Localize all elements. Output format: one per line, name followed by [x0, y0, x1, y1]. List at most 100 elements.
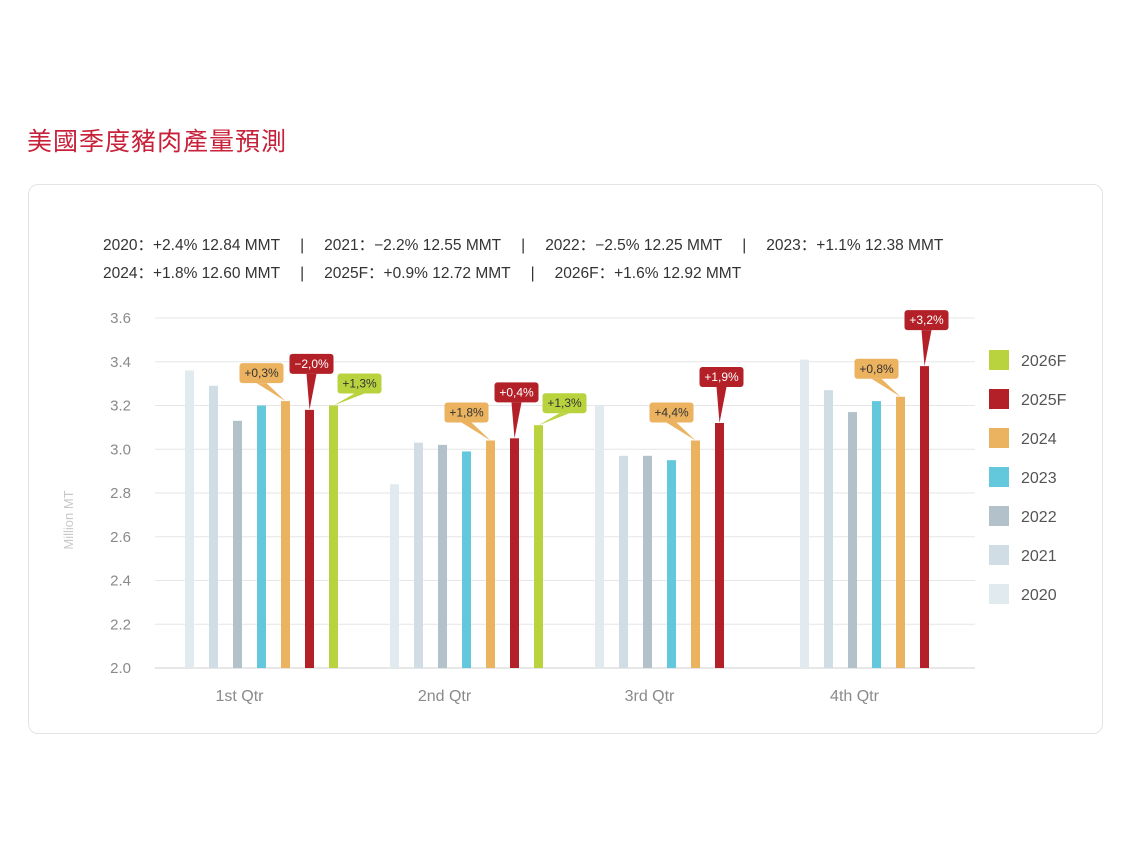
summary-stats: 2020：+2.4% 12.84 MMT | 2021：−2.2% 12.55 MM…	[103, 232, 943, 288]
x-tick-label: 1st Qtr	[215, 688, 264, 705]
bar-2026f-q2	[534, 425, 543, 668]
legend-swatch-2025f	[989, 389, 1009, 409]
y-tick-label: 3.0	[110, 441, 131, 458]
summary-item-2026f: 2026F：+1.6% 12.92 MMT	[554, 265, 742, 282]
callout-pointer	[538, 413, 570, 426]
data-label: −2,0%	[294, 357, 329, 371]
legend-label: 2021	[1021, 548, 1057, 565]
x-tick-label: 3rd Qtr	[625, 688, 675, 705]
bar-2024-q2	[486, 440, 495, 668]
bar-2025f-q1	[305, 409, 314, 668]
bar-2024-q1	[281, 401, 290, 668]
y-tick-label: 2.6	[110, 529, 131, 546]
y-tick-label: 2.2	[110, 616, 131, 633]
callout-box	[444, 402, 489, 423]
y-tick-label: 2.4	[110, 573, 131, 590]
summary-row-1: 2020：+2.4% 12.84 MMT | 2021：−2.2% 12.55 MM…	[103, 232, 943, 260]
legend-swatch-2023	[989, 467, 1009, 487]
callout-box	[542, 393, 587, 414]
y-tick-label: 2.8	[110, 485, 131, 502]
callout-pointer	[256, 383, 286, 402]
callout-box	[239, 363, 284, 384]
callout-pointer	[666, 422, 696, 441]
bar-2023-q2	[462, 451, 471, 668]
bar-2021-q2	[414, 442, 423, 668]
data-label: +1,9%	[704, 370, 739, 384]
x-tick-label: 2nd Qtr	[418, 688, 472, 705]
y-tick-label: 2.0	[110, 660, 131, 677]
data-label: +0,8%	[859, 362, 894, 376]
summary-row-2: 2024：+1.8% 12.60 MMT | 2025F：+0.9% 12.72 M…	[103, 260, 943, 288]
data-label: +1,8%	[449, 406, 484, 420]
bar-2025f-q2	[510, 438, 519, 668]
bar-2021-q4	[824, 390, 833, 668]
bar-2022-q2	[438, 444, 447, 668]
data-label: +1,3%	[547, 396, 582, 410]
callout-pointer	[871, 378, 901, 397]
bar-2022-q1	[233, 420, 242, 668]
callout-box	[854, 358, 899, 379]
summary-separator: |	[521, 237, 526, 254]
y-tick-label: 3.6	[110, 310, 131, 327]
callout-box	[649, 402, 694, 423]
summary-item-2022: 2022：−2.5% 12.25 MMT	[545, 237, 723, 254]
legend-label: 2022	[1021, 509, 1057, 526]
summary-item-2025f: 2025F：+0.9% 12.72 MMT	[324, 265, 511, 282]
bar-2020-q3	[595, 405, 604, 668]
bar-2026f-q1	[329, 405, 338, 668]
callout-box	[337, 373, 382, 394]
legend-swatch-2026f	[989, 350, 1009, 370]
page-title: 美國季度豬肉產量預測	[27, 127, 288, 156]
y-tick-label: 3.4	[110, 354, 131, 371]
x-tick-label: 4th Qtr	[830, 688, 880, 705]
bar-2020-q4	[800, 359, 809, 668]
summary-separator: |	[530, 265, 535, 282]
callout-pointer	[306, 373, 317, 410]
callout-box	[699, 367, 744, 387]
callout-box	[494, 382, 539, 403]
summary-item-2023: 2023：+1.1% 12.38 MMT	[766, 237, 944, 254]
summary-separator: |	[300, 265, 305, 282]
bar-2020-q2	[390, 484, 399, 668]
bar-2021-q1	[209, 385, 218, 668]
callout-pointer	[461, 422, 491, 441]
summary-separator: |	[742, 237, 747, 254]
bar-2025f-q3	[715, 423, 724, 668]
data-label: +0,4%	[499, 385, 534, 399]
summary-separator: |	[300, 237, 305, 254]
data-label: +3,2%	[909, 313, 944, 327]
bar-2022-q3	[643, 455, 652, 668]
bar-2025f-q4	[920, 366, 929, 668]
callout-box	[904, 310, 949, 331]
bar-2023-q3	[667, 460, 676, 668]
legend-label: 2025F	[1021, 392, 1067, 409]
bar-2024-q4	[896, 396, 905, 668]
callout-pointer	[921, 330, 932, 367]
summary-item-2024: 2024：+1.8% 12.60 MMT	[103, 265, 281, 282]
data-label: +0,3%	[244, 366, 279, 380]
bar-2023-q4	[872, 401, 881, 668]
callout-pointer	[333, 393, 365, 406]
legend-label: 2026F	[1021, 353, 1067, 370]
legend-label: 2024	[1021, 431, 1057, 448]
callout-pointer	[511, 402, 522, 439]
summary-item-2020: 2020：+2.4% 12.84 MMT	[103, 237, 281, 254]
legend-label: 2023	[1021, 470, 1057, 487]
legend-swatch-2021	[989, 545, 1009, 565]
callout-pointer	[716, 387, 727, 423]
bar-2023-q1	[257, 405, 266, 668]
data-label: +4,4%	[654, 406, 689, 420]
bar-2021-q3	[619, 455, 628, 668]
bar-2022-q4	[848, 412, 857, 668]
summary-item-2021: 2021：−2.2% 12.55 MMT	[324, 237, 502, 254]
legend-swatch-2022	[989, 506, 1009, 526]
legend-label: 2020	[1021, 587, 1057, 604]
legend-swatch-2024	[989, 428, 1009, 448]
y-axis-label: Million MT	[61, 490, 76, 549]
bar-2024-q3	[691, 440, 700, 668]
y-tick-label: 3.2	[110, 398, 131, 415]
bar-2020-q1	[185, 370, 194, 668]
callout-box	[289, 353, 334, 374]
legend-swatch-2020	[989, 584, 1009, 604]
